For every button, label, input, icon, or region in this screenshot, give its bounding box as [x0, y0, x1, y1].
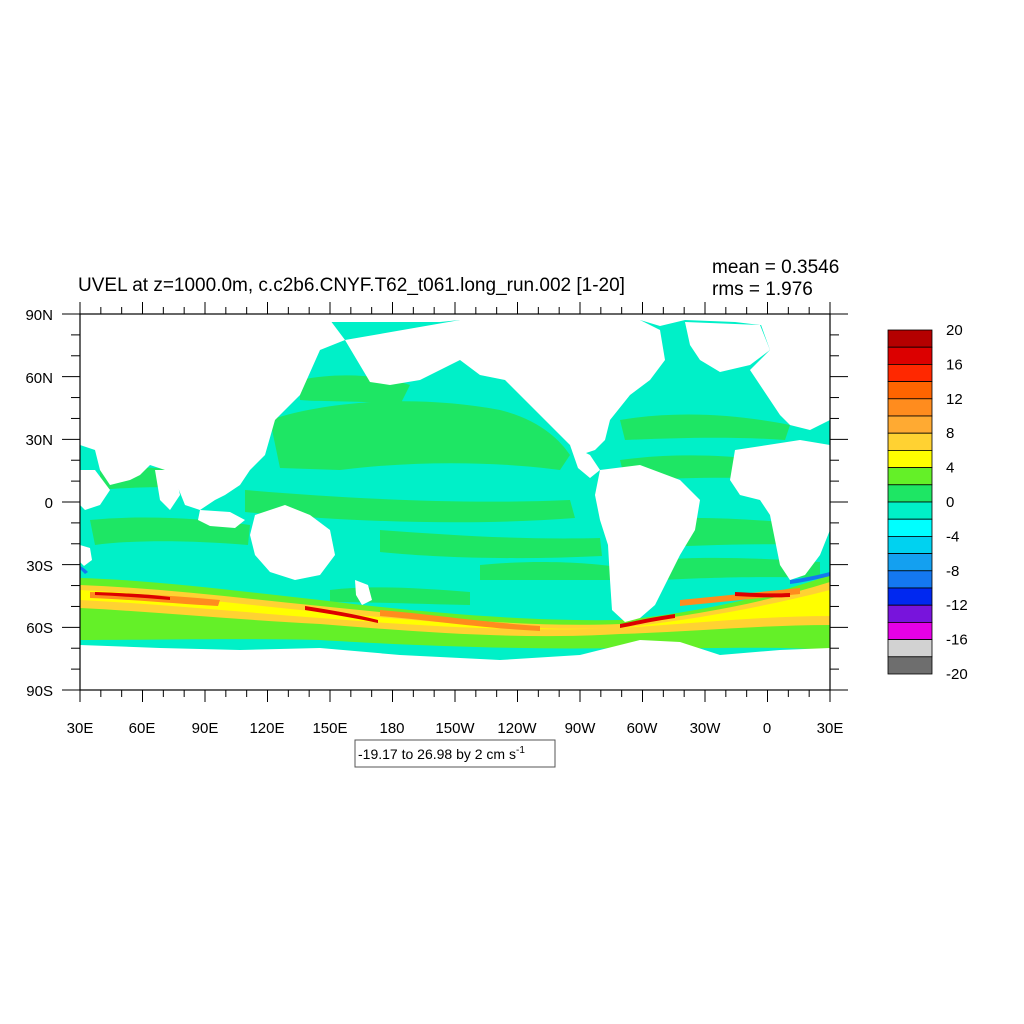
plot-title: UVEL at z=1000.0m, c.c2b6.CNYF.T62_t061.…	[78, 275, 625, 296]
colorbar-swatch	[887, 363, 933, 382]
axis-ticks	[62, 302, 848, 702]
y-tick-label: 30S	[26, 558, 53, 575]
colorbar-swatch	[887, 570, 933, 589]
colorbar-label: 8	[946, 425, 954, 442]
mean-stat: mean = 0.3546	[712, 257, 839, 278]
x-tick-label: 120W	[497, 720, 537, 737]
colorbar-label: 16	[946, 356, 963, 373]
x-tick-label: 60E	[129, 720, 156, 737]
colorbar-label: 20	[946, 322, 963, 339]
colorbar-swatch	[887, 587, 933, 606]
y-axis-labels: 90N 60N 30N 0 30S 60S 90S	[25, 307, 53, 700]
x-tick-label: 180	[379, 720, 404, 737]
svg-text:-19.17 to 26.98 by 2 cm s-1: -19.17 to 26.98 by 2 cm s-1	[358, 745, 525, 762]
colorbar-label: -16	[946, 632, 968, 649]
rms-stat: rms = 1.976	[712, 279, 813, 300]
colorbar-swatch	[887, 604, 933, 623]
colorbar-swatch	[887, 449, 933, 468]
x-tick-label: 60W	[627, 720, 659, 737]
x-tick-label: 30E	[67, 720, 94, 737]
colorbar-swatch	[887, 346, 933, 365]
acc-band	[80, 566, 830, 650]
colorbar-swatch	[887, 467, 933, 486]
colorbar-swatch	[887, 501, 933, 520]
y-tick-label: 30N	[25, 432, 53, 449]
colorbar-label: 4	[946, 460, 954, 477]
colorbar-label: -4	[946, 528, 959, 545]
y-tick-label: 60N	[25, 370, 53, 387]
y-tick-label: 60S	[26, 620, 53, 637]
colorbar-labels: 20 16 12 8 4 0 -4 -8 -12 -16 -20	[946, 322, 968, 683]
y-tick-label: 90N	[25, 307, 53, 324]
contour-info-text: -19.17 to 26.98 by 2 cm s	[358, 746, 516, 762]
colorbar-label: -12	[946, 597, 968, 614]
y-tick-label: 0	[45, 495, 53, 512]
colorbar-label: -8	[946, 563, 959, 580]
colorbar-label: -20	[946, 666, 968, 683]
x-tick-label: 90E	[192, 720, 219, 737]
land-masses	[80, 314, 830, 690]
colorbar-swatch	[887, 536, 933, 555]
colorbar-swatch	[887, 381, 933, 400]
colorbar-label: 12	[946, 391, 963, 408]
x-tick-label: 150W	[435, 720, 475, 737]
x-tick-label: 90W	[565, 720, 597, 737]
colorbar-swatch	[887, 432, 933, 451]
contour-info-unit-superscript: -1	[516, 745, 525, 756]
colorbar-swatch	[887, 656, 933, 675]
x-tick-label: 150E	[312, 720, 347, 737]
velocity-field	[80, 314, 830, 690]
colorbar-swatch	[887, 622, 933, 641]
colorbar-swatch	[887, 484, 933, 503]
x-tick-label: 120E	[249, 720, 284, 737]
x-axis-labels: 30E 60E 90E 120E 150E 180 150W 120W 90W …	[67, 720, 844, 737]
colorbar-swatch	[887, 398, 933, 417]
colorbar-swatch	[887, 329, 933, 348]
colorbar-swatch	[887, 639, 933, 658]
colorbar-swatch	[887, 518, 933, 537]
contour-info-box: -19.17 to 26.98 by 2 cm s-1	[354, 739, 556, 768]
colorbar	[887, 329, 933, 675]
x-tick-label: 30W	[690, 720, 722, 737]
x-tick-label: 30E	[817, 720, 844, 737]
colorbar-swatch	[887, 553, 933, 572]
colorbar-label: 0	[946, 494, 954, 511]
colorbar-swatch	[887, 415, 933, 434]
y-tick-label: 90S	[26, 683, 53, 700]
x-tick-label: 0	[763, 720, 771, 737]
